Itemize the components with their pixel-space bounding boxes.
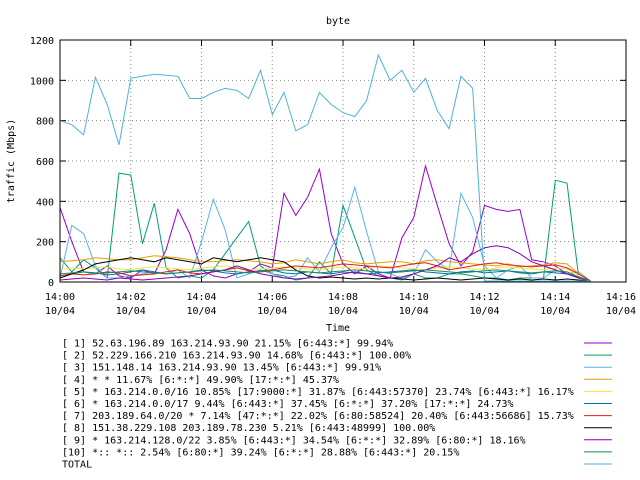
x-tick-date-label: 10/04 xyxy=(540,306,570,317)
y-axis-ticks: 0 200 400 600 800 1000 1200 xyxy=(30,36,626,289)
legend-label: TOTAL xyxy=(62,460,92,471)
x-tick-label: 14:08 xyxy=(328,292,358,303)
series-line xyxy=(59,164,591,282)
series-line xyxy=(59,257,591,282)
x-tick-date-label: 10/04 xyxy=(116,306,146,317)
y-tick-label: 1200 xyxy=(30,36,54,47)
x-axis-ticks: 14:00 10/04 14:02 10/04 14:04 10/04 14:06 10/04… xyxy=(45,40,636,317)
legend-label: [ 1] 52.63.196.89 163.214.93.90 21.15% [… xyxy=(62,339,393,350)
series-lines xyxy=(59,53,591,282)
legend-label: [ 8] 151.38.229.108 203.189.78.230 5.21%… xyxy=(62,423,435,434)
chart-title: byte xyxy=(326,16,350,27)
series-line xyxy=(59,255,591,282)
y-tick-label: 1000 xyxy=(30,76,54,87)
series-line xyxy=(59,269,591,282)
y-tick-label: 200 xyxy=(36,238,54,249)
x-tick-date-label: 10/04 xyxy=(469,306,499,317)
series-line xyxy=(59,53,591,282)
x-tick-date-label: 10/04 xyxy=(45,306,75,317)
plot-frame xyxy=(59,39,627,283)
x-tick-label: 14:16 xyxy=(606,292,636,303)
series-line xyxy=(59,265,591,282)
y-axis-label: traffic (Mbps) xyxy=(6,119,17,203)
legend-label: [ 3] 151.148.14 163.214.93.90 13.45% [6:… xyxy=(62,363,381,374)
x-tick-date-label: 10/04 xyxy=(257,306,287,317)
grid xyxy=(60,40,626,282)
x-tick-date-label: 10/04 xyxy=(399,306,429,317)
x-tick-label: 14:14 xyxy=(540,292,570,303)
series-line xyxy=(59,262,591,282)
x-axis-label: Time xyxy=(326,323,350,334)
y-tick-label: 600 xyxy=(36,157,54,168)
series-line xyxy=(59,245,591,282)
legend-label: [ 7] 203.189.64.0/20 * 7.14% [47:*:*] 22… xyxy=(62,411,574,422)
series-line xyxy=(59,269,591,282)
legend-label: [ 9] * 163.214.128.0/22 3.85% [6:443:*] … xyxy=(62,435,526,446)
y-tick-label: 0 xyxy=(48,278,54,289)
legend-label: [ 2] 52.229.166.210 163.214.93.90 14.68%… xyxy=(62,351,411,362)
y-tick-label: 800 xyxy=(36,117,54,128)
x-tick-label: 14:04 xyxy=(186,292,216,303)
x-tick-label: 14:10 xyxy=(399,292,429,303)
x-tick-label: 14:06 xyxy=(257,292,287,303)
x-tick-date-label: 10/04 xyxy=(606,306,636,317)
legend-label: [10] *:: *:: 2.54% [6:80:*] 39.24% [6:*:… xyxy=(62,447,459,458)
x-tick-date-label: 10/04 xyxy=(186,306,216,317)
x-tick-date-label: 10/04 xyxy=(328,306,358,317)
legend-label: [ 6] * 163.214.0.0/17 9.44% [6:443:*] 37… xyxy=(62,399,514,410)
y-tick-label: 400 xyxy=(36,197,54,208)
x-tick-label: 14:00 xyxy=(45,292,75,303)
legend-label: [ 4] * * 11.67% [6:*:*] 49.90% [17:*:*] … xyxy=(62,375,339,386)
x-tick-label: 14:02 xyxy=(116,292,146,303)
legend-label: [ 5] * 163.214.0.0/16 10.85% [17:9000:*]… xyxy=(62,387,574,398)
x-tick-label: 14:12 xyxy=(469,292,499,303)
legend: [ 1] 52.63.196.89 163.214.93.90 21.15% [… xyxy=(62,339,612,471)
